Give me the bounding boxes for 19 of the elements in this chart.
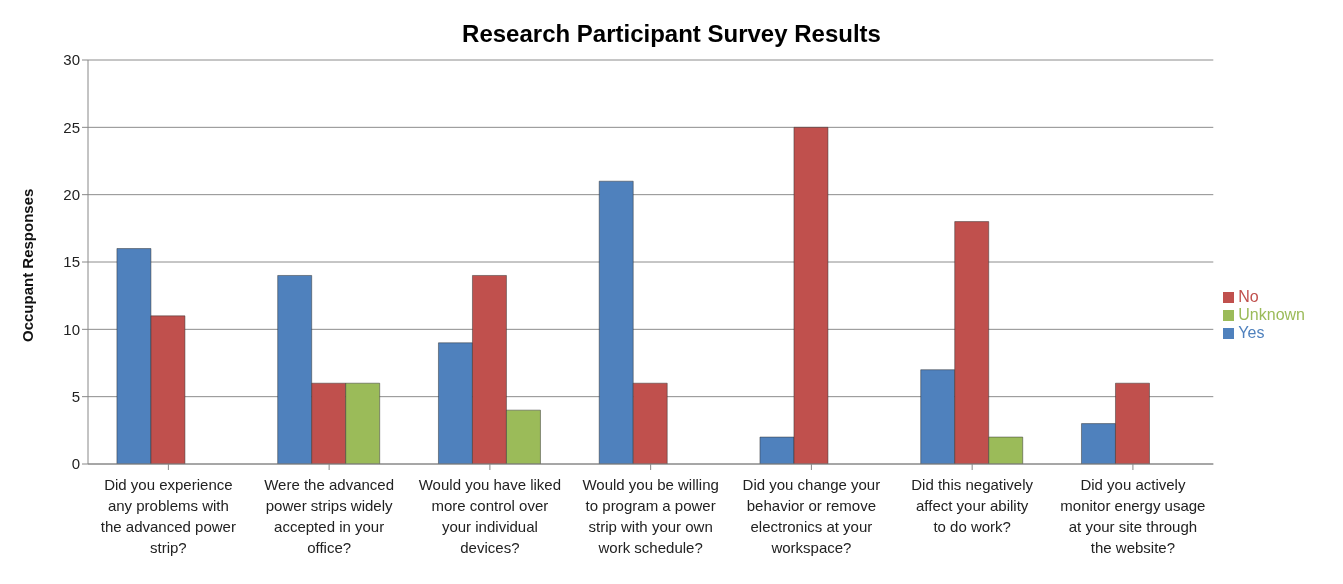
x-tick-label: Did this negatively affect your ability to do work? xyxy=(911,476,1034,535)
y-tick-label: 10 xyxy=(63,320,80,338)
legend-label: Unknown xyxy=(1238,306,1305,323)
x-tick-label: Would you be willing to program a power strip with your own work schedule? xyxy=(582,476,719,556)
chart-title: Research Participant Survey Results xyxy=(462,20,881,47)
y-tick-label: 5 xyxy=(71,387,80,405)
x-tick-label: Were the advanced power strips widely accepted in your office? xyxy=(264,476,395,556)
x-tick-label: Did you change your behavior or remove electronics at your workspace? xyxy=(742,476,881,556)
x-tick-label: Would you have liked more control over your individual devices? xyxy=(418,476,562,556)
x-tick-label: Did you experience any problems with the advanced power strip? xyxy=(100,476,236,556)
y-tick-label: 20 xyxy=(63,185,80,203)
y-tick-label: 15 xyxy=(63,253,80,271)
legend-label: No xyxy=(1238,288,1259,305)
x-tick-label: Did you actively monitor energy usage at your site through the website? xyxy=(1060,476,1206,556)
y-axis-title: Occupant Responses xyxy=(19,188,37,342)
y-tick-label: 25 xyxy=(63,118,80,136)
y-tick-label: 0 xyxy=(71,455,80,473)
legend-label: Yes xyxy=(1238,324,1265,341)
y-tick-label: 30 xyxy=(63,51,80,69)
